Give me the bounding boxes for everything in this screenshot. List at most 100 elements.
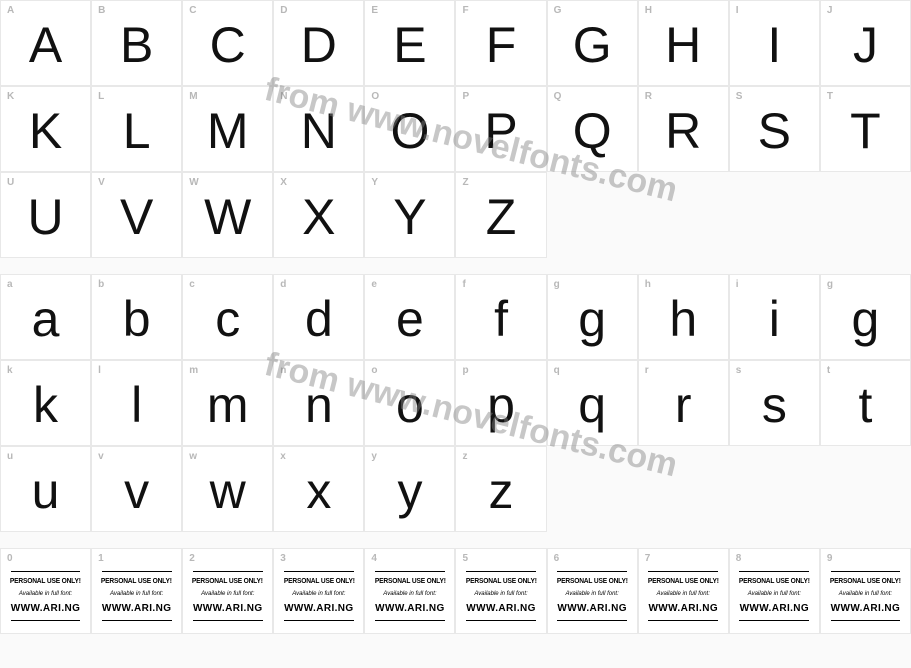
glyph-cell: JJ <box>820 0 911 86</box>
cell-label: x <box>280 451 286 462</box>
glyph-cell: tt <box>820 360 911 446</box>
divider-line <box>284 620 354 621</box>
empty-cell <box>820 172 911 258</box>
cell-glyph: x <box>306 466 331 516</box>
glyph-cell: UU <box>0 172 91 258</box>
cell-label: d <box>280 279 286 290</box>
glyph-cell: CC <box>182 0 273 86</box>
empty-cell <box>729 446 820 532</box>
cell-label: w <box>189 451 197 462</box>
banner-line2: Available in full font: <box>19 591 72 597</box>
banner-line2: Available in full font: <box>383 591 436 597</box>
cell-label: 8 <box>736 553 742 564</box>
glyph-cell: RR <box>638 86 729 172</box>
cell-glyph: o <box>396 380 424 430</box>
cell-label: W <box>189 177 198 188</box>
digit-banner: PERSONAL USE ONLY!Available in full font… <box>365 567 454 625</box>
banner-line3: WWW.ARI.NG <box>284 603 354 614</box>
glyph-cell: HH <box>638 0 729 86</box>
digit-banner: PERSONAL USE ONLY!Available in full font… <box>1 567 90 625</box>
banner-line1: PERSONAL USE ONLY! <box>739 578 810 585</box>
cell-label: E <box>371 5 378 16</box>
glyph-cell: EE <box>364 0 455 86</box>
upper-grid: AABBCCDDEEFFGGHHIIJJKKLLMMNNOOPPQQRRSSTT… <box>0 0 911 258</box>
divider-line <box>375 620 445 621</box>
banner-line3: WWW.ARI.NG <box>648 603 718 614</box>
glyph-cell: pp <box>455 360 546 446</box>
banner-line3: WWW.ARI.NG <box>466 603 536 614</box>
cell-glyph: P <box>484 106 517 156</box>
glyph-cell: DD <box>273 0 364 86</box>
cell-glyph: B <box>120 20 153 70</box>
cell-label: T <box>827 91 833 102</box>
cell-label: b <box>98 279 104 290</box>
cell-glyph: L <box>123 106 151 156</box>
glyph-cell: ll <box>91 360 182 446</box>
cell-glyph: l <box>131 380 142 430</box>
glyph-cell: cc <box>182 274 273 360</box>
empty-cell <box>547 172 638 258</box>
banner-line3: WWW.ARI.NG <box>375 603 445 614</box>
glyph-cell: GG <box>547 0 638 86</box>
glyph-cell: ZZ <box>455 172 546 258</box>
divider-line <box>11 571 81 572</box>
cell-glyph: w <box>210 466 246 516</box>
digit-banner: PERSONAL USE ONLY!Available in full font… <box>821 567 910 625</box>
digit-cell: 2PERSONAL USE ONLY!Available in full fon… <box>182 548 273 634</box>
cell-label: u <box>7 451 13 462</box>
glyph-cell: FF <box>455 0 546 86</box>
cell-label: P <box>462 91 469 102</box>
digit-cell: 4 PERSONAL USE ONLY!Available in full fon… <box>364 548 455 634</box>
banner-line3: WWW.ARI.NG <box>193 603 263 614</box>
divider-line <box>648 571 718 572</box>
glyph-cell: YY <box>364 172 455 258</box>
cell-label: a <box>7 279 13 290</box>
digit-banner: PERSONAL USE ONLY!Available in full font… <box>639 567 728 625</box>
divider-line <box>193 620 263 621</box>
cell-glyph: V <box>120 192 153 242</box>
cell-label: v <box>98 451 104 462</box>
divider-line <box>11 620 81 621</box>
cell-label: U <box>7 177 14 188</box>
cell-label: V <box>98 177 105 188</box>
digit-cell: 1PERSONAL USE ONLY!Available in full fon… <box>91 548 182 634</box>
cell-glyph: i <box>769 294 780 344</box>
glyph-cell: LL <box>91 86 182 172</box>
glyph-cell: QQ <box>547 86 638 172</box>
cell-label: O <box>371 91 379 102</box>
cell-glyph: g <box>852 294 880 344</box>
glyph-cell: NN <box>273 86 364 172</box>
divider-line <box>102 620 172 621</box>
cell-label: 4 <box>371 553 377 564</box>
digit-banner: PERSONAL USE ONLY!Available in full font… <box>456 567 545 625</box>
glyph-cell: ii <box>729 274 820 360</box>
cell-label: p <box>462 365 468 376</box>
glyph-cell: dd <box>273 274 364 360</box>
section-gap <box>0 532 911 548</box>
cell-glyph: c <box>215 294 240 344</box>
cell-glyph: I <box>767 20 781 70</box>
cell-label: m <box>189 365 198 376</box>
cell-label: Z <box>462 177 468 188</box>
cell-glyph: A <box>29 20 62 70</box>
cell-glyph: n <box>305 380 333 430</box>
cell-label: A <box>7 5 14 16</box>
cell-label: G <box>554 5 562 16</box>
banner-line3: WWW.ARI.NG <box>11 603 81 614</box>
cell-label: J <box>827 5 833 16</box>
cell-label: 2 <box>189 553 195 564</box>
banner-line1: PERSONAL USE ONLY! <box>192 578 263 585</box>
cell-label: Y <box>371 177 378 188</box>
divider-line <box>375 571 445 572</box>
glyph-cell: OO <box>364 86 455 172</box>
cell-label: o <box>371 365 377 376</box>
banner-line1: PERSONAL USE ONLY! <box>101 578 172 585</box>
cell-label: 6 <box>554 553 560 564</box>
cell-glyph: W <box>204 192 251 242</box>
cell-glyph: y <box>397 466 422 516</box>
digit-cell: 8PERSONAL USE ONLY!Available in full fon… <box>729 548 820 634</box>
divider-line <box>466 571 536 572</box>
cell-label: B <box>98 5 105 16</box>
cell-glyph: r <box>675 380 692 430</box>
cell-glyph: m <box>207 380 249 430</box>
